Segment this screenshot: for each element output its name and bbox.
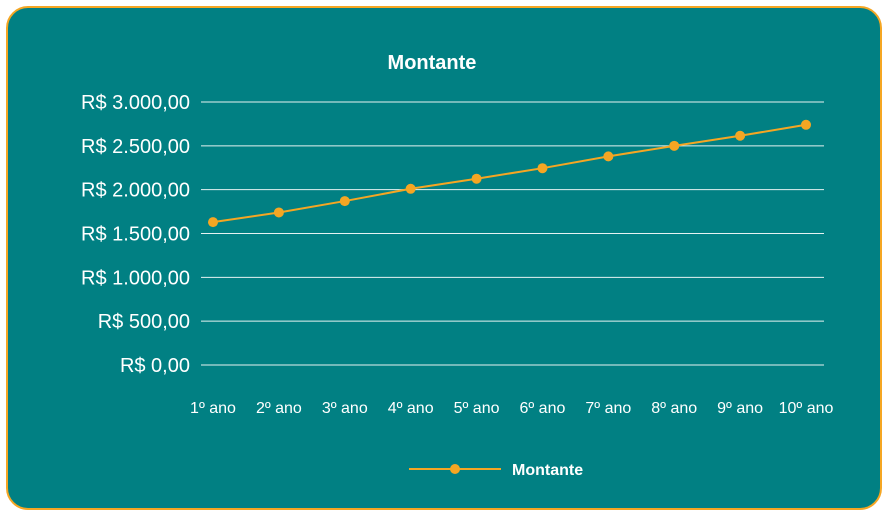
x-axis-tick-labels: 1º ano 2º ano 3º ano 4º ano 5º ano 6º ano 7º a…	[190, 400, 833, 417]
y-tick-label: R$ 500,00	[98, 311, 190, 333]
x-tick-label: 9º ano	[717, 400, 763, 417]
x-tick-label: 6º ano	[519, 400, 565, 417]
data-point	[669, 140, 680, 151]
legend-label-montante: Montante	[512, 462, 583, 479]
x-tick-label: 10º ano	[779, 400, 834, 417]
x-tick-label: 8º ano	[651, 400, 697, 417]
data-point	[339, 196, 350, 207]
chart-title: Montante	[388, 52, 477, 74]
x-tick-label: 2º ano	[256, 400, 302, 417]
x-tick-label: 3º ano	[322, 400, 368, 417]
y-tick-label: R$ 2.500,00	[81, 136, 190, 158]
chart-card: Montante R$ 0,00 R$ 500,00 R$ 1.000,00 R$ 1…	[6, 6, 882, 510]
legend-marker-swatch	[450, 464, 460, 474]
legend: Montante	[409, 462, 583, 479]
y-tick-label: R$ 1.000,00	[81, 267, 190, 289]
data-point	[735, 130, 746, 141]
data-point	[471, 173, 482, 184]
data-point	[603, 151, 614, 162]
series-line	[212, 123, 807, 224]
y-tick-label: R$ 3.000,00	[81, 92, 190, 114]
y-tick-label: R$ 2.000,00	[81, 180, 190, 202]
y-axis-tick-labels: R$ 0,00 R$ 500,00 R$ 1.000,00 R$ 1.500,00 R$…	[81, 92, 190, 377]
x-tick-label: 4º ano	[388, 400, 434, 417]
line-chart: Montante R$ 0,00 R$ 500,00 R$ 1.000,00 R$ 1…	[81, 52, 833, 479]
y-tick-label: R$ 0,00	[120, 355, 190, 377]
x-tick-label: 7º ano	[585, 400, 631, 417]
data-point	[273, 207, 284, 218]
gridlines	[201, 101, 824, 366]
series-montante	[208, 119, 811, 228]
x-tick-label: 1º ano	[190, 400, 236, 417]
data-point	[801, 119, 811, 130]
data-point	[537, 163, 548, 174]
data-point	[405, 183, 416, 194]
x-tick-label: 5º ano	[454, 400, 500, 417]
y-tick-label: R$ 1.500,00	[81, 224, 190, 246]
data-point	[208, 217, 218, 228]
